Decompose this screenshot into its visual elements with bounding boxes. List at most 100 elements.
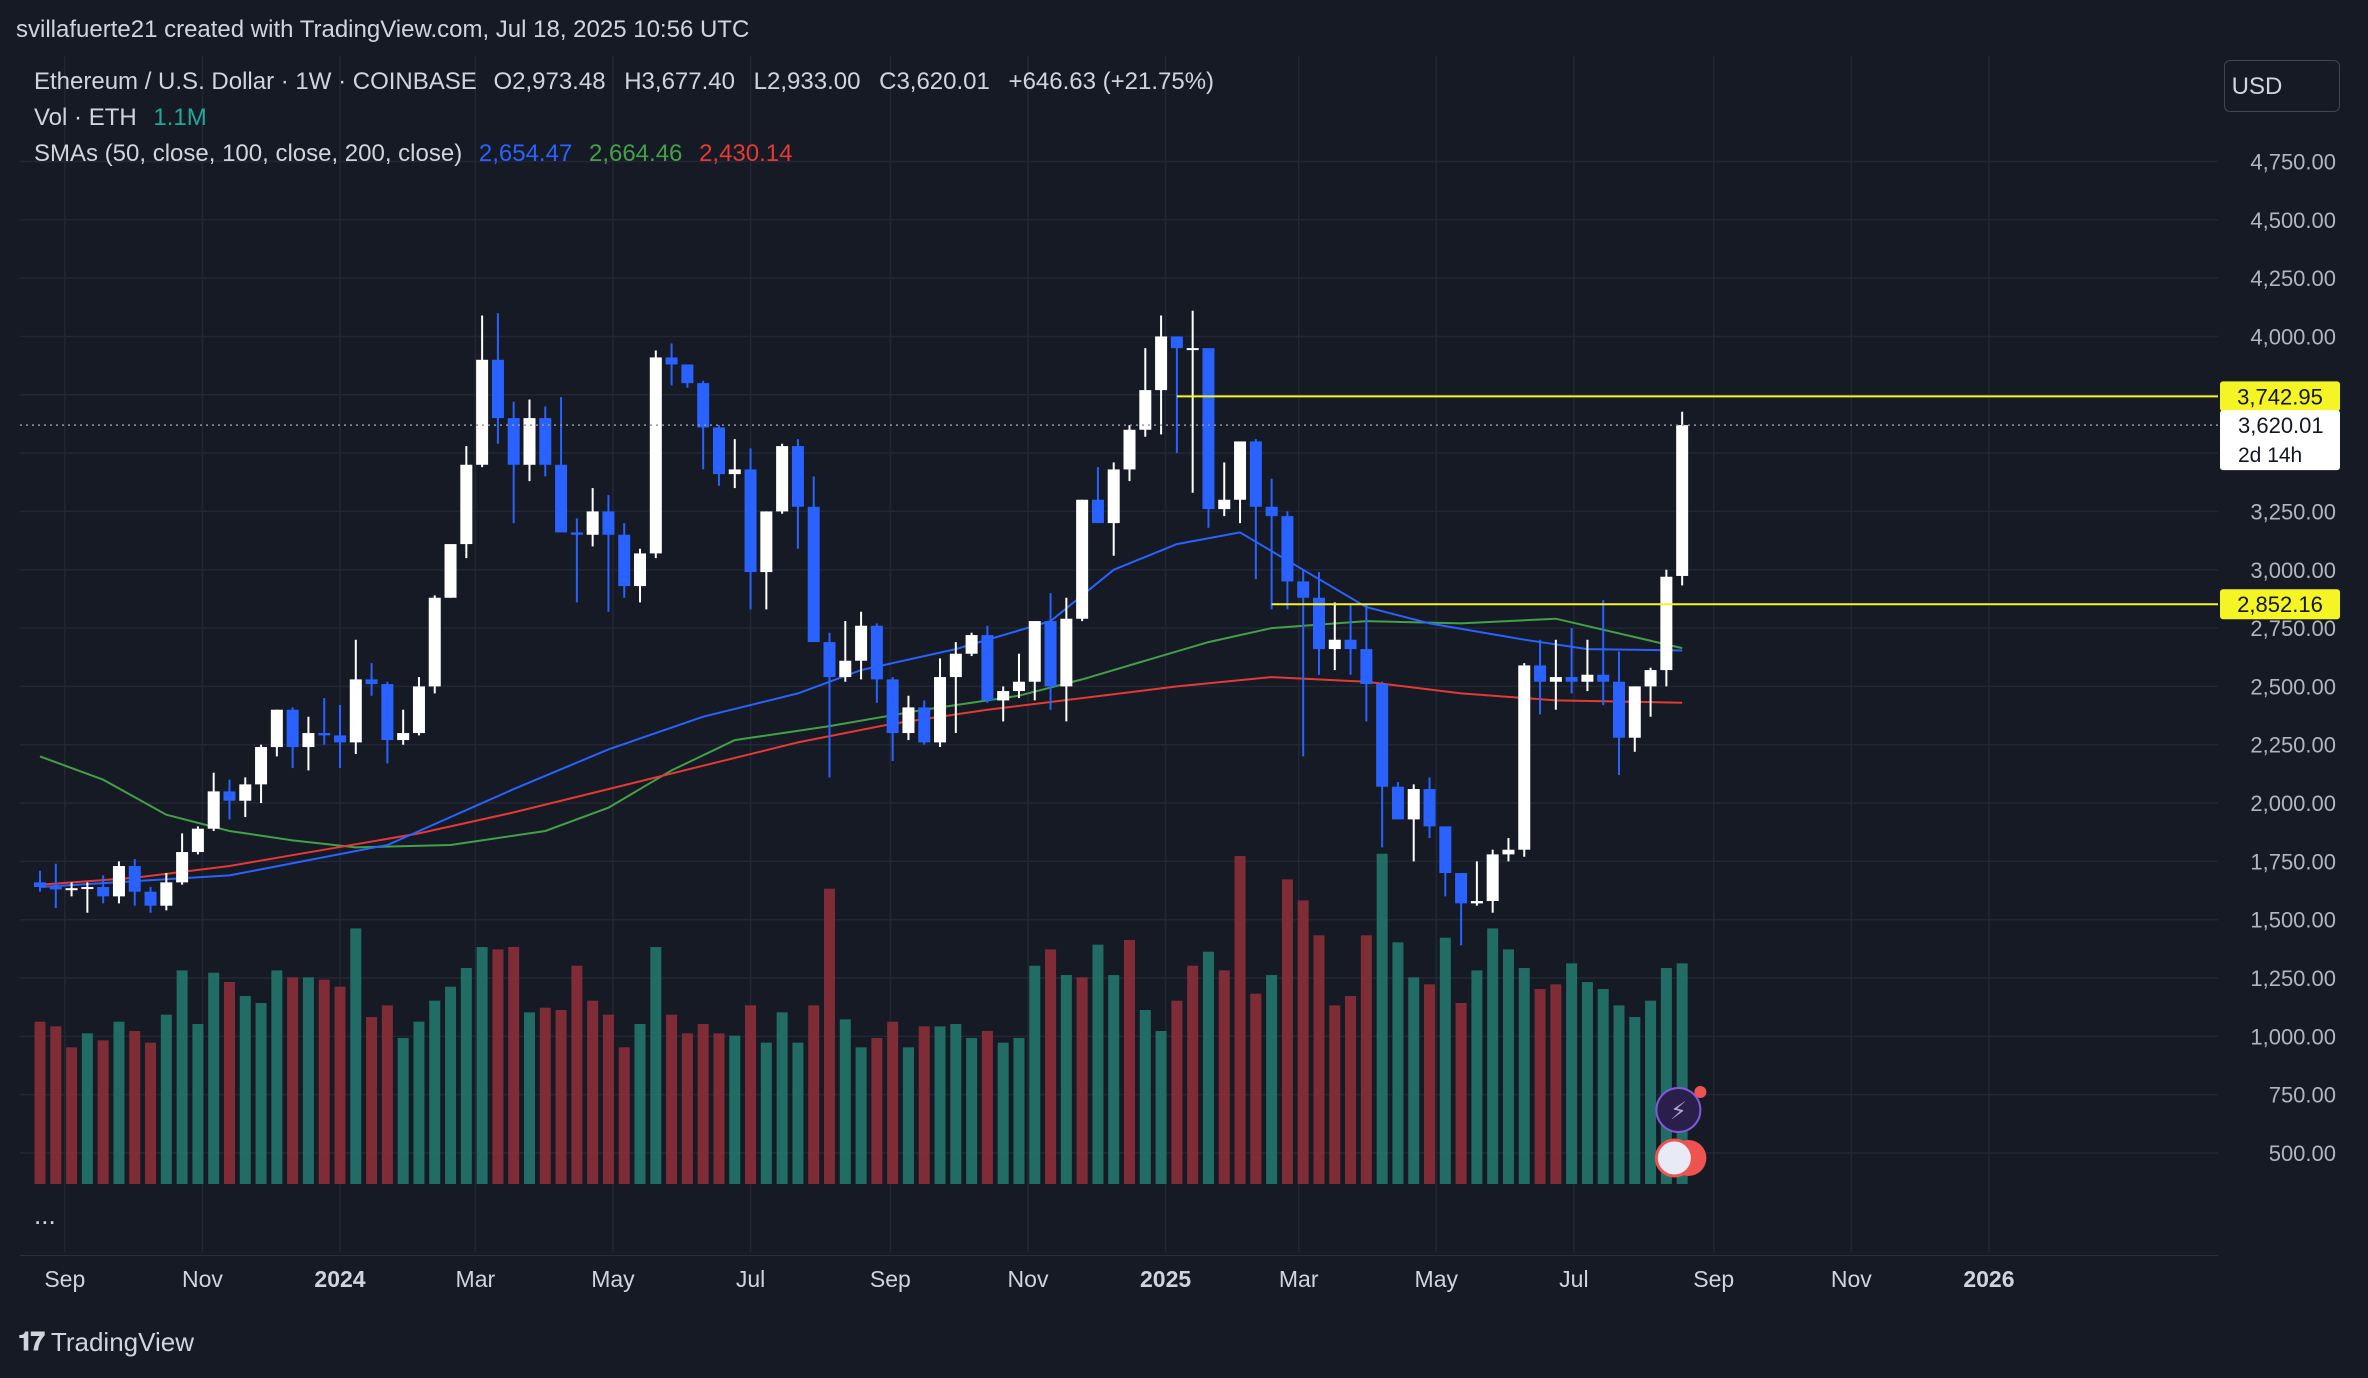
volume-bar (1250, 993, 1262, 1184)
candle-body (1597, 674, 1610, 682)
candle-body (997, 691, 1010, 701)
tradingview-logo-icon: 𝟏𝟕 (18, 1326, 45, 1356)
candle-body (144, 891, 157, 906)
volume-bar (1566, 963, 1578, 1184)
volume-bar (602, 1014, 614, 1184)
candle-body (97, 887, 110, 897)
candle-body (444, 544, 457, 598)
chart-credit: svillafuerte21 created with TradingView.… (16, 16, 750, 43)
volume-bar (1581, 982, 1593, 1184)
x-tick-label: 2025 (1140, 1266, 1191, 1292)
volume-bar (460, 968, 472, 1184)
volume-bar (1313, 935, 1325, 1184)
candle-body (65, 888, 78, 891)
volume-bar (271, 970, 283, 1184)
ohlc-close: C3,620.01 (879, 68, 990, 95)
volume-bar (1660, 968, 1672, 1184)
candle-body (1218, 499, 1231, 510)
volume-bar (1124, 940, 1136, 1184)
volume-legend[interactable]: Vol · ETH 1.1M (34, 104, 217, 132)
more-indicators[interactable]: ... (34, 1200, 56, 1230)
sma50-value: 2,654.47 (478, 140, 573, 167)
x-tick-label: Sep (1693, 1266, 1734, 1292)
volume-bar (571, 965, 583, 1184)
candle-body (918, 707, 931, 743)
volume-bar (1076, 977, 1088, 1184)
candle-body (728, 469, 741, 475)
sma-label[interactable]: SMAs (50, close, 100, close, 200, close) (34, 140, 463, 167)
y-tick-label: 2,000.00 (2250, 791, 2336, 816)
y-tick-label: 2,250.00 (2250, 733, 2336, 758)
volume-bar (476, 947, 488, 1184)
volume-bar (1439, 937, 1451, 1184)
ohlc-open: O2,973.48 (493, 68, 606, 95)
volume-bar (1297, 900, 1309, 1184)
candle-body (1091, 499, 1104, 524)
candle-body (1502, 849, 1515, 855)
candle-body (270, 709, 283, 748)
candle-body (949, 653, 962, 678)
volume-bar (1597, 989, 1609, 1184)
x-tick-label: May (591, 1266, 635, 1292)
volume-bar (97, 1040, 109, 1184)
volume-label[interactable]: Vol · ETH (34, 104, 137, 131)
candle-body (223, 791, 236, 801)
candle-body (349, 679, 362, 743)
volume-bar (1518, 968, 1530, 1184)
candle-body (1202, 348, 1215, 510)
volume-bar (1171, 1000, 1183, 1184)
brand-name: TradingView (50, 1326, 194, 1357)
volume-bar (1139, 1010, 1151, 1184)
candle-body (791, 446, 804, 507)
candle-body (1060, 618, 1073, 687)
candle-body (870, 625, 883, 680)
volume-bar (713, 1033, 725, 1184)
candle-body (1360, 649, 1373, 685)
volume-bar (871, 1038, 883, 1184)
volume-bar (1550, 984, 1562, 1184)
volume-bar (287, 977, 299, 1184)
y-tick-label: 3,250.00 (2250, 499, 2336, 524)
symbol-legend[interactable]: Ethereum / U.S. Dollar · 1W · COINBASE O… (34, 68, 1226, 96)
x-tick-label: Sep (44, 1266, 85, 1292)
candle-body (1170, 336, 1183, 349)
volume-bar (318, 979, 330, 1184)
volume-bar (1613, 1005, 1625, 1184)
x-tick-label: 2024 (314, 1266, 365, 1292)
candle-body (1439, 826, 1452, 874)
candle-body (1139, 390, 1152, 430)
symbol-title[interactable]: Ethereum / U.S. Dollar · 1W · COINBASE (34, 68, 477, 95)
x-tick-label: Nov (182, 1266, 223, 1292)
currency-button[interactable]: USD (2224, 60, 2340, 112)
tradingview-brand[interactable]: 𝟏𝟕 TradingView (18, 1326, 194, 1358)
last-price-tag (2220, 410, 2340, 471)
volume-bar (824, 888, 835, 1184)
candle-body (934, 677, 947, 743)
candle-body (381, 684, 394, 741)
volume-bar (681, 1033, 693, 1184)
x-tick-label: Jul (1559, 1266, 1588, 1292)
candle-body (1044, 621, 1057, 687)
volume-bar (1345, 996, 1357, 1184)
x-tick-label: Mar (456, 1266, 496, 1292)
volume-bar (239, 996, 251, 1184)
y-tick-label: 4,500.00 (2250, 208, 2336, 233)
volume-bar (113, 1021, 125, 1184)
volume-bar (918, 1026, 930, 1184)
volume-bar (1408, 977, 1420, 1184)
candle-body (365, 679, 378, 685)
y-tick-label: 1,250.00 (2250, 966, 2336, 991)
candle-body (1297, 581, 1310, 598)
candle-body (681, 364, 694, 384)
price-level-label: 2,852.16 (2237, 592, 2323, 617)
candle-body (1155, 336, 1168, 391)
volume-bar (1092, 944, 1104, 1184)
volume-bar (1329, 1005, 1341, 1184)
candle-body (112, 866, 125, 897)
volume-bar (855, 1047, 867, 1184)
candle-body (34, 882, 46, 888)
sma-legend[interactable]: SMAs (50, close, 100, close, 200, close)… (34, 140, 802, 168)
candle-body (1123, 429, 1136, 470)
candle-body (1644, 670, 1657, 687)
